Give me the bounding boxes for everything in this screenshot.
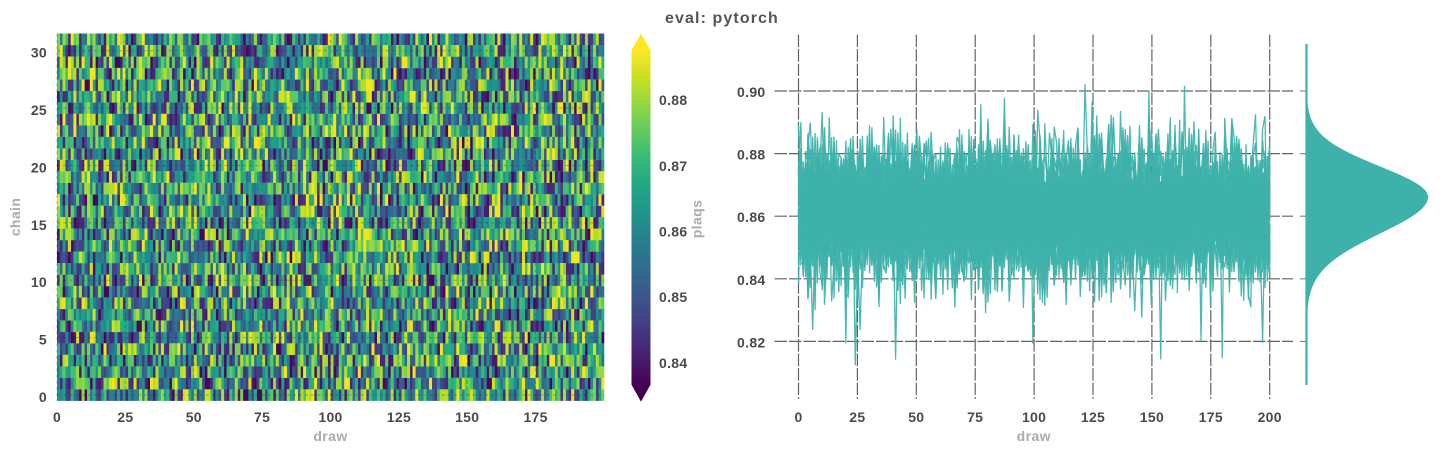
svg-text:0.90: 0.90 <box>737 84 765 100</box>
svg-text:eval: pytorch: eval: pytorch <box>665 10 779 27</box>
svg-text:50: 50 <box>186 409 202 425</box>
svg-text:0.82: 0.82 <box>737 334 765 350</box>
svg-text:25: 25 <box>31 102 47 118</box>
svg-text:0.85: 0.85 <box>659 289 687 305</box>
svg-text:0.84: 0.84 <box>737 272 765 288</box>
svg-text:50: 50 <box>908 409 924 425</box>
svg-text:0.87: 0.87 <box>659 158 687 174</box>
svg-text:0: 0 <box>794 409 802 425</box>
svg-text:75: 75 <box>967 409 983 425</box>
svg-text:5: 5 <box>39 332 47 348</box>
svg-text:20: 20 <box>31 160 47 176</box>
svg-text:10: 10 <box>31 274 47 290</box>
svg-text:75: 75 <box>254 409 270 425</box>
svg-text:125: 125 <box>1081 409 1105 425</box>
svg-text:100: 100 <box>318 409 342 425</box>
svg-text:0: 0 <box>39 389 47 405</box>
svg-text:100: 100 <box>1022 409 1046 425</box>
svg-text:0.86: 0.86 <box>737 209 765 225</box>
svg-text:draw: draw <box>313 428 347 444</box>
svg-text:30: 30 <box>31 45 47 61</box>
svg-text:draw: draw <box>1017 428 1051 444</box>
svg-text:25: 25 <box>117 409 133 425</box>
svg-text:15: 15 <box>31 217 47 233</box>
svg-text:150: 150 <box>1140 409 1164 425</box>
svg-text:chain: chain <box>7 198 23 237</box>
svg-text:plaqs: plaqs <box>689 200 705 239</box>
svg-text:125: 125 <box>387 409 411 425</box>
svg-text:0.84: 0.84 <box>659 355 687 371</box>
svg-text:0.88: 0.88 <box>737 147 765 163</box>
svg-text:175: 175 <box>523 409 547 425</box>
svg-text:0.86: 0.86 <box>659 224 687 240</box>
svg-text:175: 175 <box>1199 409 1223 425</box>
svg-text:25: 25 <box>849 409 865 425</box>
svg-text:0: 0 <box>53 409 61 425</box>
svg-text:200: 200 <box>1258 409 1282 425</box>
svg-text:150: 150 <box>455 409 479 425</box>
svg-text:0.88: 0.88 <box>659 92 687 108</box>
